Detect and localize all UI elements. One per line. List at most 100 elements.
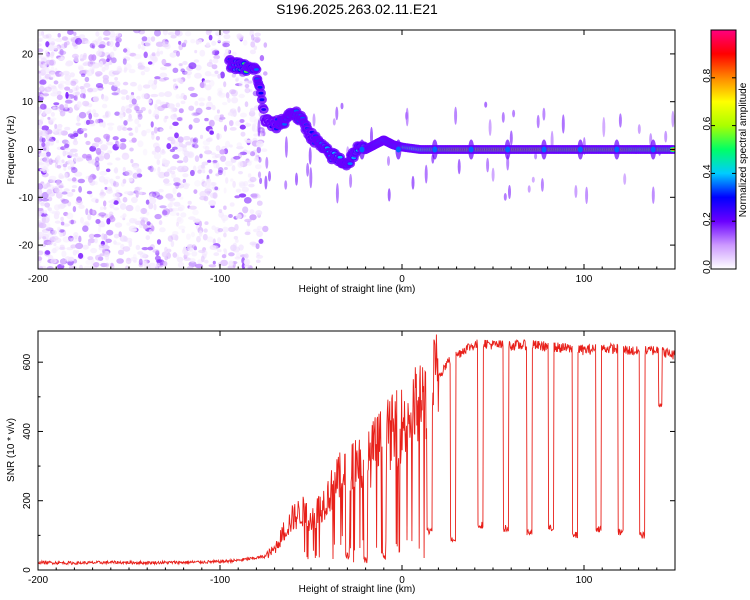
noise-blob bbox=[199, 153, 203, 159]
noise-blob bbox=[40, 202, 45, 207]
noise-blob bbox=[121, 105, 126, 113]
noise-blob bbox=[218, 92, 227, 98]
noise-blob bbox=[163, 178, 170, 184]
noise-blob bbox=[41, 191, 49, 199]
noise-blob bbox=[52, 45, 61, 51]
tone-core bbox=[259, 98, 265, 102]
noise-blob bbox=[105, 262, 109, 268]
noise-blob bbox=[172, 252, 178, 258]
noise-blob bbox=[172, 146, 178, 150]
noise-blob bbox=[55, 139, 60, 144]
noise-blob bbox=[256, 146, 261, 154]
noise-blob bbox=[95, 147, 102, 155]
noise-blob bbox=[230, 108, 237, 114]
noise-blob bbox=[69, 153, 76, 157]
noise-streak bbox=[387, 188, 391, 202]
noise-blob bbox=[58, 175, 65, 179]
noise-blob bbox=[215, 173, 220, 177]
noise-blob bbox=[237, 161, 244, 168]
noise-blob bbox=[235, 188, 242, 193]
noise-blob bbox=[225, 92, 230, 99]
noise-blob bbox=[64, 86, 71, 91]
noise-streak bbox=[312, 113, 316, 127]
noise-blob bbox=[209, 59, 213, 64]
noise-blob bbox=[47, 207, 53, 212]
noise-blob bbox=[174, 132, 179, 139]
noise-blob bbox=[75, 91, 81, 95]
noise-blob bbox=[66, 212, 74, 220]
y-tick-label: 400 bbox=[22, 423, 33, 440]
noise-blob bbox=[140, 207, 148, 215]
noise-blob bbox=[59, 184, 65, 189]
noise-blob bbox=[147, 99, 152, 104]
noise-blob bbox=[124, 265, 130, 269]
noise-blob bbox=[41, 216, 46, 224]
noise-blob bbox=[150, 36, 156, 42]
noise-blob bbox=[110, 33, 118, 37]
noise-blob bbox=[222, 42, 230, 48]
noise-blob bbox=[175, 102, 181, 108]
noise-blob bbox=[239, 119, 245, 123]
noise-blob bbox=[175, 145, 184, 152]
noise-blob bbox=[51, 186, 60, 193]
noise-blob bbox=[59, 244, 65, 250]
noise-blob bbox=[164, 91, 173, 98]
tone-core bbox=[253, 68, 259, 71]
noise-blob bbox=[78, 186, 82, 193]
noise-streak bbox=[411, 175, 415, 190]
noise-blob bbox=[76, 196, 82, 203]
noise-blob bbox=[150, 225, 155, 232]
noise-blob bbox=[187, 248, 194, 252]
noise-blob bbox=[219, 149, 226, 155]
noise-blob bbox=[56, 155, 61, 161]
colorbar: 0.0 0.2 0.4 0.6 0.8 Normalized spectral ampl… bbox=[702, 29, 749, 274]
noise-blob bbox=[59, 232, 64, 237]
noise-blob bbox=[200, 255, 205, 263]
noise-blob bbox=[220, 214, 229, 222]
noise-blob bbox=[54, 220, 61, 224]
noise-blob bbox=[195, 64, 202, 71]
noise-blob bbox=[180, 100, 186, 105]
noise-blob bbox=[106, 218, 111, 225]
noise-blob bbox=[55, 156, 61, 164]
noise-blob bbox=[190, 231, 195, 238]
noise-blob bbox=[154, 113, 160, 120]
noise-blob bbox=[210, 73, 218, 77]
noise-streak bbox=[509, 130, 513, 146]
noise-blob bbox=[105, 111, 109, 118]
noise-blob bbox=[57, 57, 65, 61]
noise-blob bbox=[130, 159, 134, 164]
noise-blob bbox=[45, 214, 51, 221]
noise-blob bbox=[137, 112, 143, 118]
noise-blob bbox=[151, 133, 155, 140]
noise-blob bbox=[152, 113, 157, 118]
noise-blob bbox=[95, 31, 100, 37]
noise-blob bbox=[149, 197, 157, 205]
noise-blob bbox=[195, 263, 203, 269]
noise-blob bbox=[67, 30, 74, 35]
noise-blob bbox=[89, 66, 95, 72]
noise-blob bbox=[182, 173, 189, 178]
noise-blob bbox=[45, 41, 50, 48]
noise-blob bbox=[38, 212, 41, 217]
noise-blob bbox=[82, 62, 89, 66]
noise-blob bbox=[211, 40, 217, 46]
noise-blob bbox=[176, 212, 180, 216]
noise-blob bbox=[87, 88, 94, 93]
noise-blob bbox=[156, 262, 161, 266]
noise-blob bbox=[138, 262, 144, 268]
noise-blob bbox=[235, 78, 239, 83]
noise-blob bbox=[90, 209, 97, 216]
noise-blob bbox=[249, 89, 253, 93]
noise-blob bbox=[153, 203, 157, 211]
noise-blob bbox=[113, 45, 117, 52]
noise-blob bbox=[243, 180, 249, 187]
noise-blob bbox=[87, 213, 92, 221]
noise-blob bbox=[107, 150, 113, 154]
noise-blob bbox=[199, 82, 207, 89]
noise-blob bbox=[206, 101, 213, 109]
noise-blob bbox=[174, 30, 181, 36]
noise-blob bbox=[48, 44, 54, 52]
noise-blob bbox=[218, 153, 222, 160]
noise-blob bbox=[247, 161, 252, 166]
